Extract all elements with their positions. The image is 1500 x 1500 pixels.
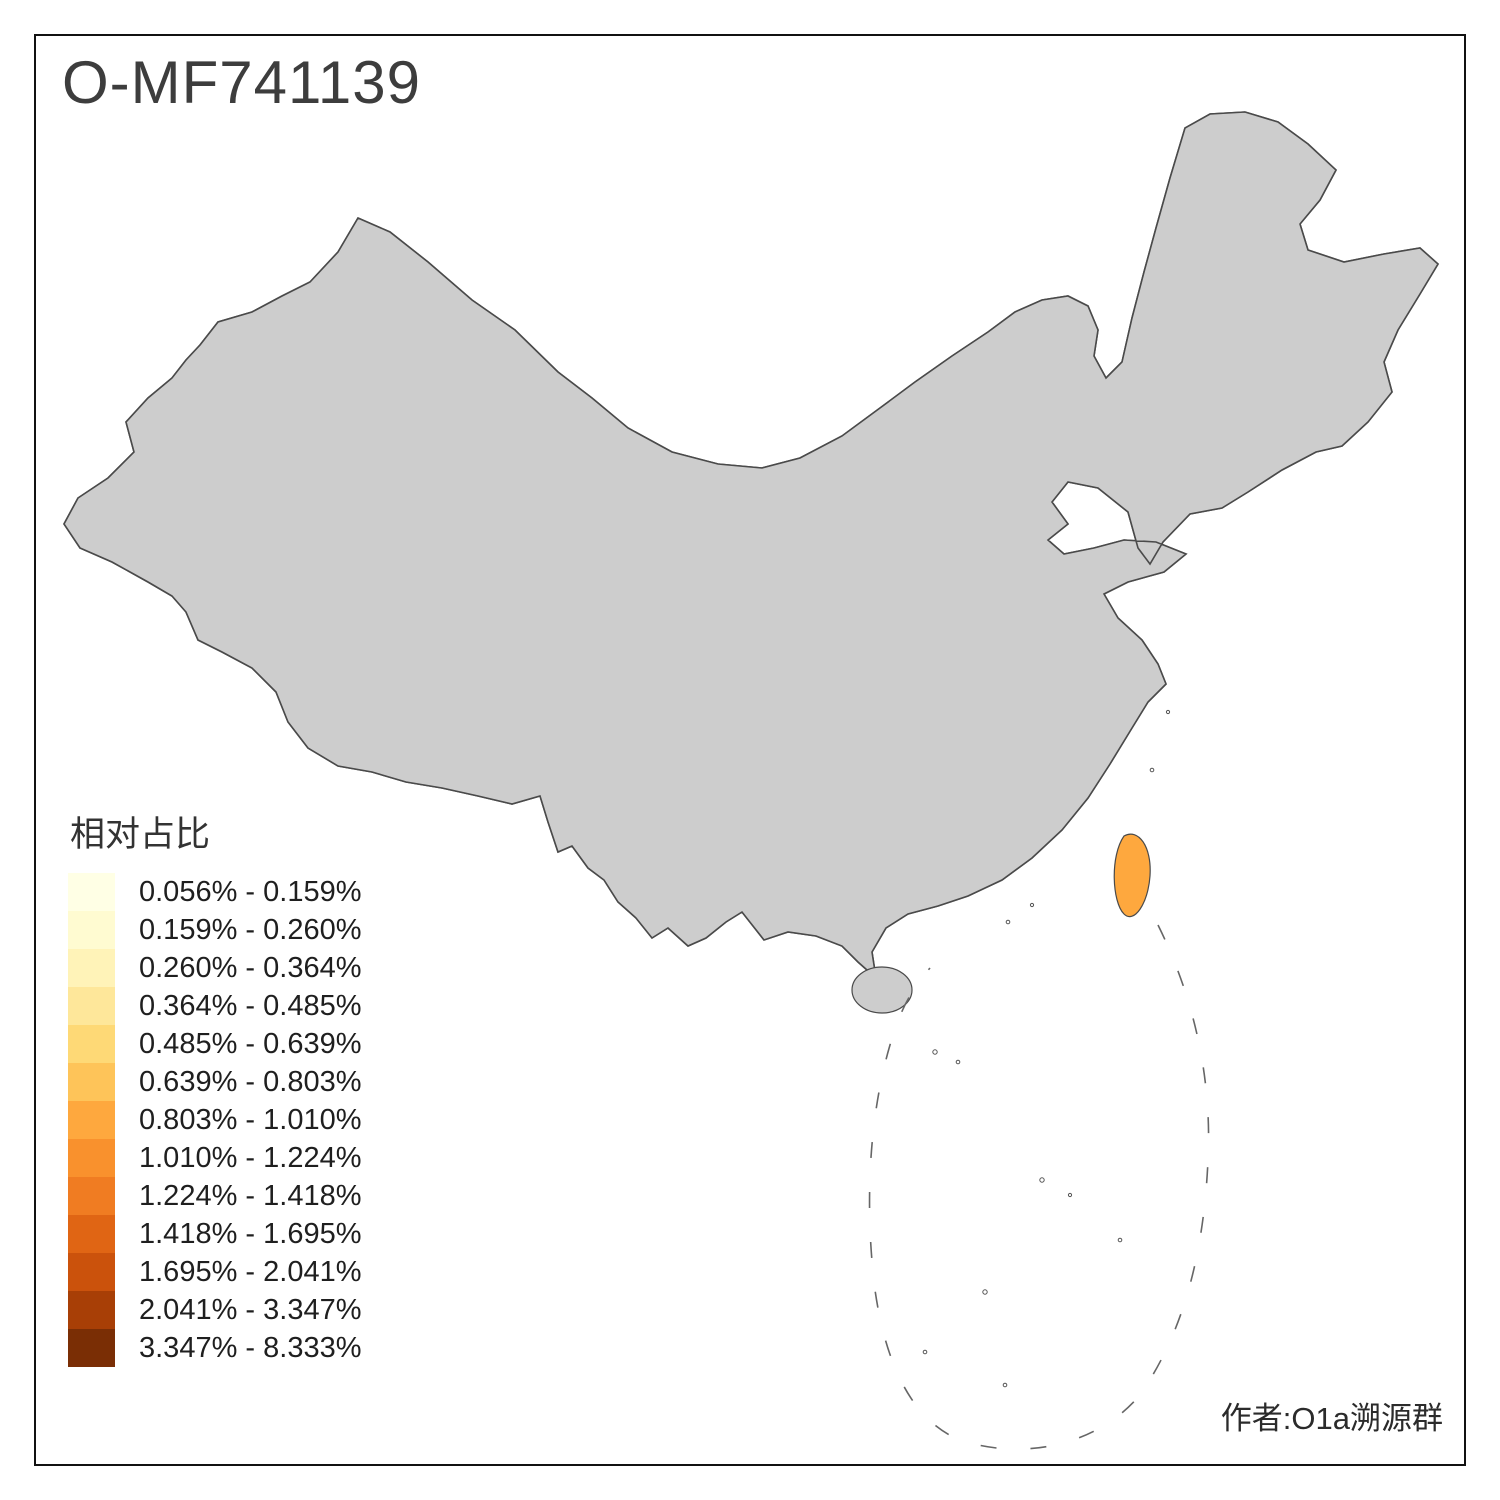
nine-dash-line <box>868 924 1210 1450</box>
legend-label: 0.485% - 0.639% <box>139 1027 362 1060</box>
legend-item: 1.224% - 1.418% <box>68 1177 361 1215</box>
legend: 相对占比 0.056% - 0.159% 0.159% - 0.260% 0.260… <box>68 806 361 1367</box>
legend-swatch <box>68 1139 115 1177</box>
legend-swatch <box>68 987 115 1025</box>
legend-item: 0.485% - 0.639% <box>68 1025 361 1063</box>
legend-swatch <box>68 1253 115 1291</box>
legend-swatch <box>68 1215 115 1253</box>
legend-label: 0.056% - 0.159% <box>139 875 362 908</box>
legend-item: 0.260% - 0.364% <box>68 949 361 987</box>
legend-swatch <box>68 1291 115 1329</box>
page-title: O-MF741139 <box>62 49 422 116</box>
legend-swatch <box>68 873 115 911</box>
legend-item: 3.347% - 8.333% <box>68 1329 361 1367</box>
legend-label: 0.364% - 0.485% <box>139 989 362 1022</box>
legend-swatch <box>68 1063 115 1101</box>
legend-label: 1.010% - 1.224% <box>139 1141 362 1174</box>
legend-title: 相对占比 <box>70 815 211 854</box>
legend-label: 0.639% - 0.803% <box>139 1065 362 1098</box>
legend-label: 2.041% - 3.347% <box>139 1293 362 1326</box>
legend-label: 0.159% - 0.260% <box>139 913 362 946</box>
legend-item: 0.803% - 1.010% <box>68 1101 361 1139</box>
legend-swatch <box>68 1101 115 1139</box>
legend-item: 2.041% - 3.347% <box>68 1291 361 1329</box>
legend-item: 1.695% - 2.041% <box>68 1253 361 1291</box>
legend-swatch <box>68 1177 115 1215</box>
legend-label: 3.347% - 8.333% <box>139 1331 362 1364</box>
legend-item: 0.639% - 0.803% <box>68 1063 361 1101</box>
legend-item: 1.418% - 1.695% <box>68 1215 361 1253</box>
legend-swatch <box>68 949 115 987</box>
legend-items: 0.056% - 0.159% 0.159% - 0.260% 0.260% - 0… <box>68 873 361 1367</box>
legend-item: 0.364% - 0.485% <box>68 987 361 1025</box>
taiwan-island <box>1113 833 1151 918</box>
legend-item: 1.010% - 1.224% <box>68 1139 361 1177</box>
legend-item: 0.159% - 0.260% <box>68 911 361 949</box>
legend-item: 0.056% - 0.159% <box>68 873 361 911</box>
small-islands <box>922 709 1171 1388</box>
legend-label: 1.418% - 1.695% <box>139 1217 362 1250</box>
legend-label: 0.803% - 1.010% <box>139 1103 362 1136</box>
legend-label: 0.260% - 0.364% <box>139 951 362 984</box>
legend-swatch <box>68 1329 115 1367</box>
legend-swatch <box>68 1025 115 1063</box>
legend-label: 1.695% - 2.041% <box>139 1255 362 1288</box>
legend-swatch <box>68 911 115 949</box>
hainan-island <box>851 966 913 1014</box>
legend-label: 1.224% - 1.418% <box>139 1179 362 1212</box>
attribution: 作者:O1a溯源群 <box>1220 1401 1443 1436</box>
